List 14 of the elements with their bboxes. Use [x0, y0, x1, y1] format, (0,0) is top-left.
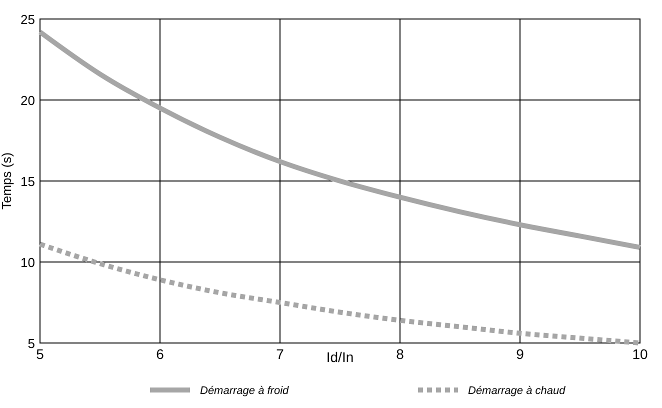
y-axis-title: Temps (s) [0, 152, 14, 210]
x-axis-title: Id/In [326, 349, 354, 365]
x-tick-label: 9 [516, 346, 524, 362]
legend-label: Démarrage à chaud [468, 385, 566, 397]
x-tick-label: 8 [396, 346, 404, 362]
legend-label: Démarrage à froid [200, 385, 290, 397]
y-tick-label: 25 [20, 12, 35, 27]
y-tick-label: 20 [20, 93, 35, 108]
y-tick-label: 5 [28, 336, 35, 351]
x-tick-label: 7 [276, 346, 284, 362]
y-tick-label: 15 [20, 174, 35, 189]
x-tick-label: 6 [156, 346, 164, 362]
y-tick-label: 10 [20, 255, 35, 270]
x-tick-label: 10 [632, 346, 648, 362]
